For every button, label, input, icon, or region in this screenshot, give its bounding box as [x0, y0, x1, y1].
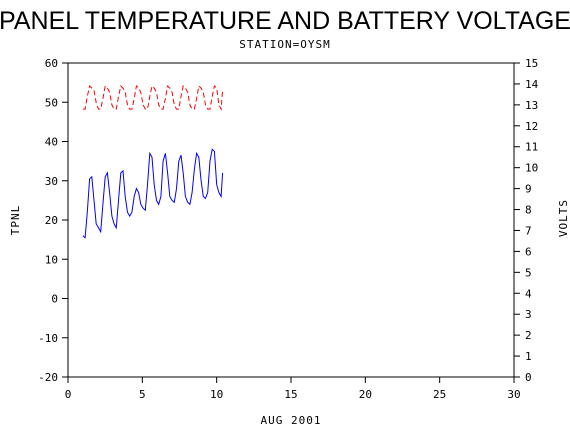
x-tick-label: 10: [210, 388, 223, 401]
y-axis-left: -20 -10 0 10 20 30 40 50 60: [38, 57, 68, 384]
y2-tick-label: 11: [525, 141, 538, 154]
y-tick-label: -20: [38, 371, 58, 384]
y-tick-label: 10: [45, 253, 58, 266]
y2-tick-label: 8: [525, 204, 532, 217]
y-tick-label: 50: [45, 96, 58, 109]
y2-tick-label: 9: [525, 183, 532, 196]
x-axis-label: AUG 2001: [261, 414, 322, 427]
x-tick-label: 5: [139, 388, 146, 401]
chart-title: PANEL TEMPERATURE AND BATTERY VOLTAGE: [0, 7, 570, 35]
y-axis-label-left: TPNL: [9, 205, 22, 236]
x-tick-label: 20: [359, 388, 372, 401]
x-tick-label: 30: [507, 388, 520, 401]
y2-tick-label: 15: [525, 57, 538, 70]
y2-tick-label: 13: [525, 99, 538, 112]
y-tick-label: 30: [45, 175, 58, 188]
y2-tick-label: 0: [525, 371, 532, 384]
y-tick-label: 0: [51, 293, 58, 306]
y2-tick-label: 1: [525, 350, 532, 363]
y-axis-label-right: VOLTS: [557, 199, 570, 237]
x-tick-label: 15: [284, 388, 297, 401]
y2-tick-label: 7: [525, 224, 532, 237]
y-tick-label: 20: [45, 214, 58, 227]
plot-frame: [67, 62, 515, 378]
y-tick-label: 60: [45, 57, 58, 70]
series-layer: [82, 84, 224, 239]
y2-tick-label: 10: [525, 162, 538, 175]
series-line-tpnl: [82, 148, 224, 239]
y2-tick-label: 14: [525, 78, 539, 91]
x-tick-label: 25: [433, 388, 446, 401]
y2-tick-label: 12: [525, 120, 538, 133]
y2-tick-label: 3: [525, 308, 532, 321]
y-tick-label: 40: [45, 136, 58, 149]
series-line-volts: [82, 84, 224, 111]
x-tick-label: 0: [65, 388, 72, 401]
y2-tick-label: 5: [525, 266, 532, 279]
chart-subtitle: STATION=OYSM: [239, 38, 330, 51]
x-axis: 0 5 10 15 20 25 30: [65, 377, 521, 401]
y2-tick-label: 4: [525, 287, 532, 300]
y-tick-label: -10: [38, 332, 58, 345]
y2-tick-label: 2: [525, 329, 532, 342]
y2-tick-label: 6: [525, 245, 532, 258]
